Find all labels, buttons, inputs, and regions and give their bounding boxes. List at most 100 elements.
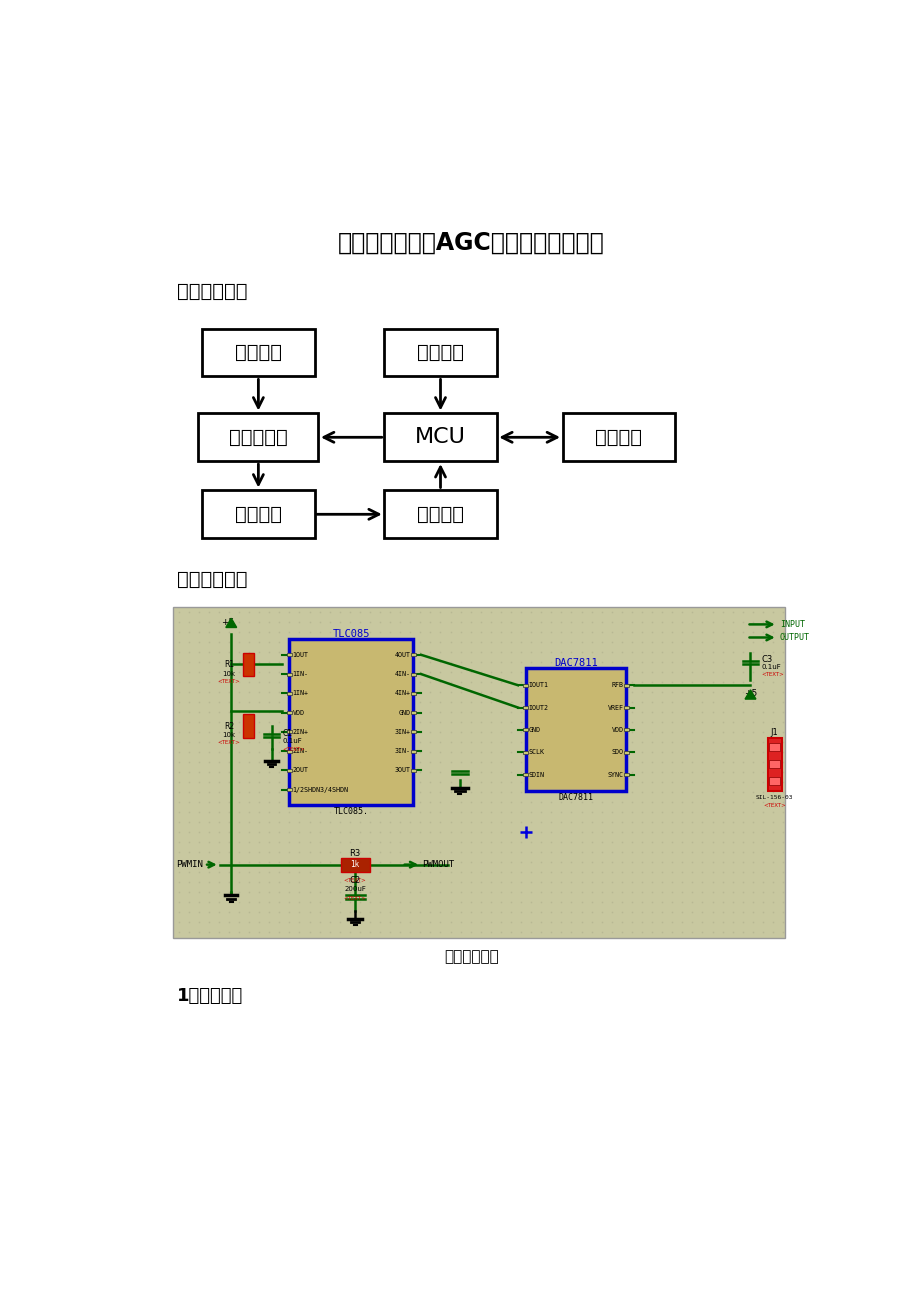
Point [382,751,397,772]
Point [262,781,277,802]
Point [463,872,478,893]
Point [191,862,206,883]
Point [494,772,508,793]
Point [473,672,488,693]
Point [473,721,488,742]
Point [734,742,749,763]
Point [191,802,206,823]
Point [392,862,407,883]
Point [312,602,326,622]
Point [704,691,719,712]
Point [342,642,357,663]
Point [543,631,558,652]
Point [533,742,548,763]
Point [342,812,357,833]
Point [675,742,689,763]
Point [695,832,709,853]
Point [423,892,437,913]
Point [282,652,297,673]
Point [322,862,336,883]
Point [463,732,478,753]
Point [322,792,336,812]
Point [372,922,387,943]
Point [433,902,448,923]
Bar [523,706,528,710]
Point [734,842,749,863]
Point [372,781,387,802]
Point [644,902,659,923]
Point [675,852,689,872]
Point [372,812,387,833]
Point [734,691,749,712]
Point [242,631,256,652]
Point [523,621,538,642]
Point [262,652,277,673]
Point [201,881,216,902]
Point [704,872,719,893]
Point [573,822,588,842]
Point [724,781,739,802]
Point [704,631,719,652]
Point [191,842,206,863]
Point [201,732,216,753]
Point [494,602,508,622]
Point [392,802,407,823]
Point [494,852,508,872]
Point [553,721,568,742]
Point [392,792,407,812]
Point [282,862,297,883]
Point [734,902,749,923]
Point [342,781,357,802]
Point [392,911,407,932]
Point [473,682,488,703]
Point [644,772,659,793]
Point [634,751,649,772]
Point [272,702,287,723]
Point [675,892,689,913]
Point [744,751,759,772]
Point [201,892,216,913]
Point [382,892,397,913]
Point [322,631,336,652]
Point [372,691,387,712]
Point [744,661,759,682]
Point [252,672,267,693]
Point [624,751,639,772]
Point [221,812,236,833]
Point [634,802,649,823]
Point [714,872,729,893]
Point [342,682,357,703]
Point [644,602,659,622]
Point [594,712,608,733]
Point [634,922,649,943]
Point [664,732,679,753]
Point [433,691,448,712]
Point [604,822,618,842]
Point [272,652,287,673]
Point [775,602,789,622]
Point [614,702,629,723]
Point [523,672,538,693]
Point [382,602,397,622]
Text: SYNC: SYNC [607,772,623,777]
Point [372,911,387,932]
Point [453,661,468,682]
Point [744,621,759,642]
Point [272,732,287,753]
Point [614,652,629,673]
Point [523,872,538,893]
Point [724,881,739,902]
Point [523,602,538,622]
Point [494,661,508,682]
Point [734,631,749,652]
Point [675,642,689,663]
Point [201,642,216,663]
Point [443,762,458,783]
Point [494,762,508,783]
Point [644,621,659,642]
Point [332,802,346,823]
Point [423,911,437,932]
Point [513,691,528,712]
Point [352,922,367,943]
Text: SIL-156-03: SIL-156-03 [754,796,792,801]
